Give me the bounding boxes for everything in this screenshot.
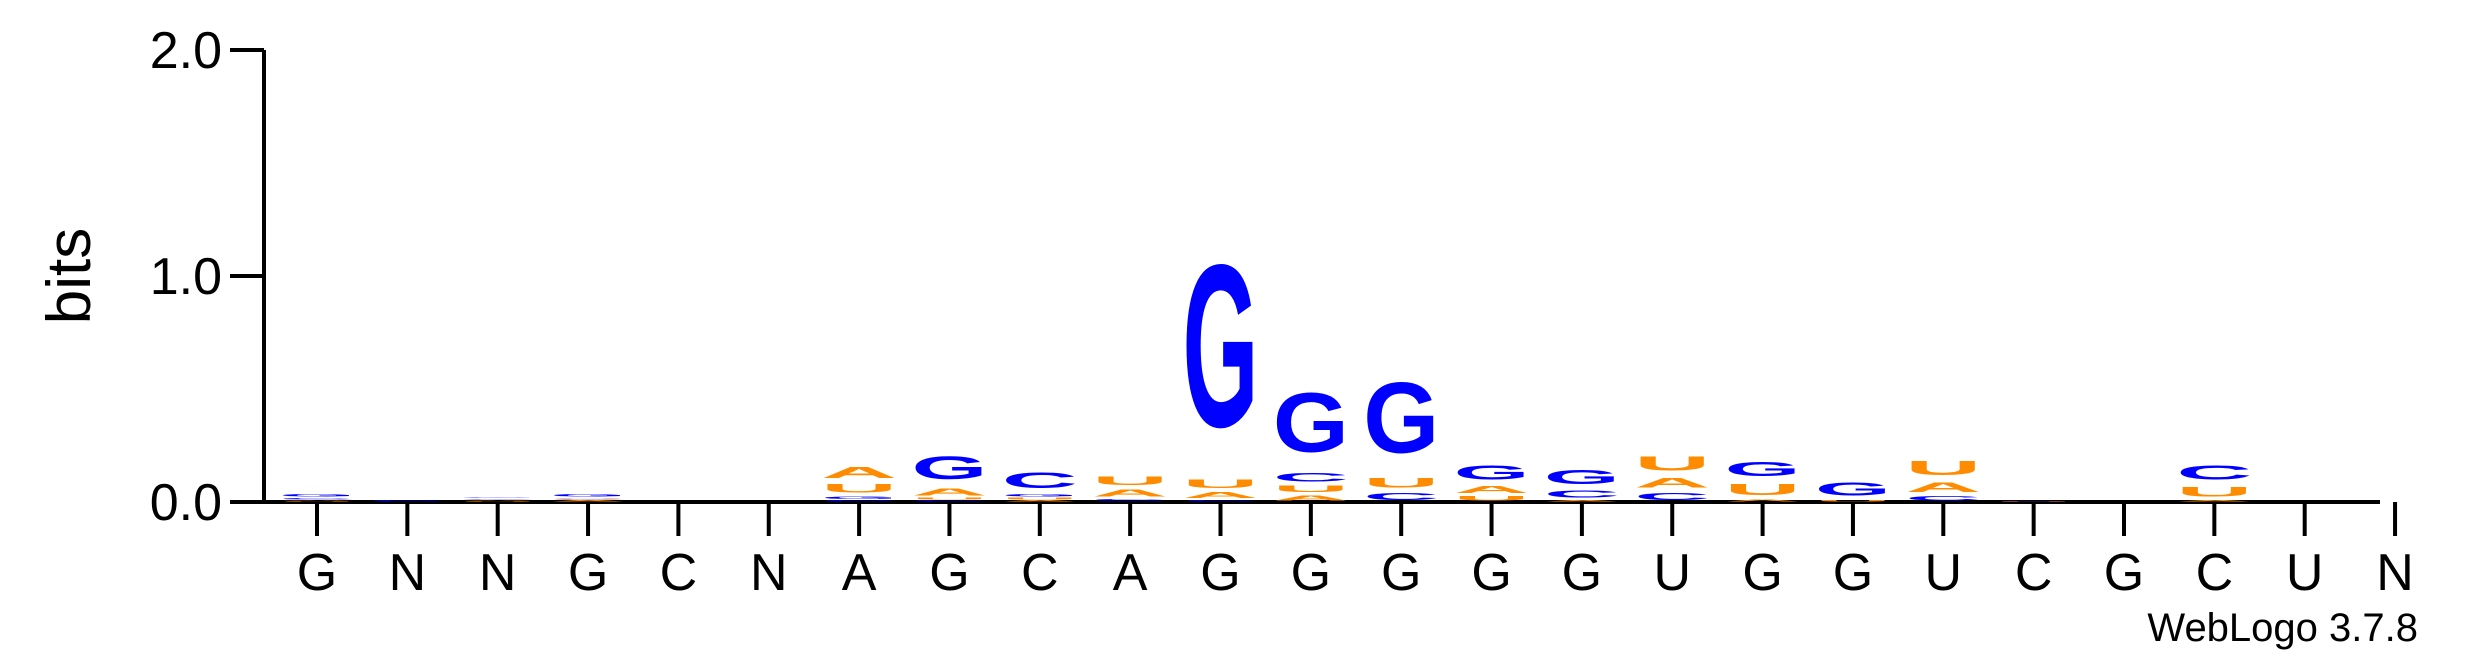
logo-glyph: C (2176, 461, 2252, 484)
logo-glyph: C (1363, 491, 1439, 502)
logo-glyph: U (1273, 484, 1349, 494)
logo-glyph: A (1002, 500, 1078, 502)
x-tick-label: U (1925, 544, 1963, 602)
logo-glyph: G (1725, 458, 1801, 481)
logo-glyph: C (1634, 491, 1710, 502)
x-tick-label: C (2015, 544, 2053, 602)
x-tick-label: G (1381, 544, 1421, 602)
x-tick-label: U (1653, 544, 1691, 602)
logo-glyph: U (1092, 474, 1168, 488)
logo-glyph: A (1454, 484, 1530, 495)
logo-glyph: G (1454, 461, 1530, 484)
y-axis-ticks: 0.0 1.0 2.0 (150, 22, 264, 532)
logo-glyph: U (1454, 495, 1530, 502)
x-tick-label: C (660, 544, 698, 602)
logo-glyph: C (1092, 499, 1168, 501)
logo-glyph: A (1182, 491, 1258, 500)
logo-glyph: A (1905, 479, 1981, 495)
x-tick-label: U (2286, 544, 2324, 602)
x-tick-label: C (2196, 544, 2234, 602)
x-tick-label: G (1833, 544, 1873, 602)
logo-glyph: C (550, 499, 626, 500)
logo-glyph: U (279, 501, 355, 502)
weblogo-version-text: WebLogo 3.7.8 (2147, 606, 2418, 650)
logo-glyph: U (1363, 475, 1439, 491)
logo-glyph: U (821, 482, 897, 496)
logo-glyph: A (279, 500, 355, 501)
logo-glyph: G (1183, 216, 1259, 475)
x-tick-label: C (1021, 544, 1059, 602)
x-tick-label: N (2376, 544, 2414, 602)
logo-glyph: C (1273, 470, 1349, 484)
y-tick-label: 2.0 (150, 22, 222, 80)
logo-glyph: G (279, 493, 355, 498)
logo-glyph: G (1544, 466, 1620, 489)
logo-glyph: G (1002, 493, 1078, 498)
x-tick-label: G (1742, 544, 1782, 602)
x-tick-label: G (1200, 544, 1240, 602)
logo-glyph: G (1273, 376, 1349, 471)
logo-glyph: U (1725, 480, 1801, 498)
y-tick-label: 1.0 (150, 248, 222, 306)
logo-glyph: A (460, 500, 536, 501)
logo-glyph: U (1815, 500, 1891, 502)
y-axis-label: bits (35, 228, 104, 324)
logo-glyph: A (1725, 499, 1801, 502)
x-tick-label: N (479, 544, 517, 602)
x-tick-label: G (1471, 544, 1511, 602)
x-tick-label: G (1562, 544, 1602, 602)
logo-glyph: A (550, 500, 626, 502)
logo-glyph: G (550, 493, 626, 498)
logo-glyph: C (1996, 500, 2072, 501)
logo-glyph: C (911, 500, 987, 502)
logo-glyph: A (1634, 475, 1710, 491)
logo-glyph: U (550, 497, 626, 498)
logo-glyph: U (1905, 457, 1981, 480)
y-tick-label: 0.0 (150, 474, 222, 532)
logo-glyph: U (1634, 452, 1710, 475)
logo-glyph: C (1183, 500, 1259, 502)
logo-glyph: C (821, 500, 897, 502)
logo-glyph: G (1363, 362, 1439, 475)
logo-glyph: U (2176, 484, 2252, 500)
logo-glyph: U (1183, 477, 1259, 491)
logo-glyph: G (1815, 479, 1891, 499)
logo-glyph: A (821, 464, 897, 482)
logo-glyph: G (460, 497, 536, 498)
x-tick-label: N (389, 544, 427, 602)
x-tick-label: G (1291, 544, 1331, 602)
logo-glyph: C (1544, 488, 1620, 499)
logo-glyph: U (911, 497, 987, 500)
logo-glyph: C (279, 497, 355, 499)
logo-glyph: G (1092, 501, 1168, 502)
logo-glyph: A (2176, 500, 2252, 502)
x-tick-label: N (750, 544, 788, 602)
logo-glyph: A (1273, 494, 1349, 502)
logo-glyph: U (460, 501, 536, 502)
logo-glyph: G (821, 495, 897, 500)
x-tick-label: G (2104, 544, 2144, 602)
logo-glyph: C (369, 500, 445, 502)
logo-glyph: A (1544, 500, 1620, 502)
logo-glyph: C (1002, 468, 1078, 493)
x-tick-label: G (929, 544, 969, 602)
x-tick-label: G (297, 544, 337, 602)
x-tick-label: A (842, 544, 877, 602)
logo-glyph: C (1905, 495, 1981, 502)
logo-glyph: U (1996, 501, 2072, 502)
x-tick-label: G (568, 544, 608, 602)
logo-glyph: C (460, 498, 536, 499)
logo-glyph: A (1092, 487, 1168, 498)
logo-glyph: G (911, 450, 987, 486)
logo-glyph: A (911, 486, 987, 497)
logo-glyph: U (1002, 497, 1078, 500)
x-tick-label: A (1113, 544, 1148, 602)
